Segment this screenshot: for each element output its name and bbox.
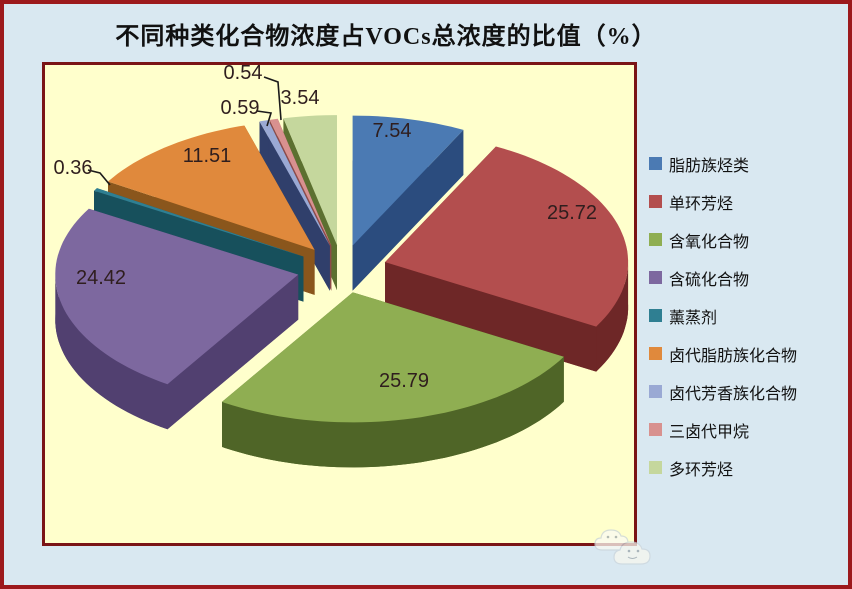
legend-item-8: 多环芳烃 (649, 456, 797, 479)
chart-title: 不同种类化合物浓度占VOCs总浓度的比值（%） (115, 24, 657, 50)
legend: 脂肪族烃类单环芳烃含氧化合物含硫化合物薰蒸剂卤代脂肪族化合物 卤代芳香族化合物 三卤… (649, 152, 797, 494)
data-label-0: 7.54 (373, 120, 412, 142)
legend-item-4: 薰蒸剂 (649, 304, 797, 327)
data-label-8: 3.54 (281, 87, 320, 109)
pie-slice-2 (222, 292, 564, 423)
pie-slice-1-side (385, 262, 597, 372)
label-leader-line (87, 169, 111, 186)
legend-label: 单环芳烃 (669, 195, 734, 213)
legend-swatch-icon (649, 461, 662, 474)
watermark-cloud-mascots-icon (592, 524, 664, 579)
label-leader-line (263, 76, 282, 121)
pie-slice-8 (283, 115, 337, 246)
legend-swatch-icon (649, 195, 662, 208)
pie-slice-3-rim (55, 277, 168, 430)
legend-swatch-icon (649, 423, 662, 436)
pie-slice-7 (269, 118, 332, 246)
legend-item-1: 单环芳烃 (649, 190, 797, 213)
legend-item-5: 卤代脂肪族化合物 (649, 342, 797, 365)
pie-slice-0 (352, 115, 464, 246)
pie-slice-5 (108, 125, 315, 250)
legend-label: 含硫化合物 (669, 271, 750, 289)
legend-item-7: 三卤代甲烷 (649, 418, 797, 441)
pie-slice-3-side (167, 274, 299, 430)
legend-swatch-icon (649, 271, 662, 284)
legend-label: 薰蒸剂 (669, 309, 718, 327)
pie-slice-1 (385, 146, 629, 327)
pie-slice-0-side (352, 129, 464, 291)
legend-swatch-icon (649, 309, 662, 322)
legend-label: 卤代芳香族化合物 (669, 385, 798, 403)
legend-label: 卤代脂肪族化合物 (669, 347, 798, 365)
pie-slice-2-rim (222, 356, 564, 468)
legend-label: 多环芳烃 (669, 461, 734, 479)
label-leader-line (256, 110, 273, 127)
pie-slice-6 (259, 120, 330, 246)
legend-swatch-icon (649, 347, 662, 360)
data-label-7: 0.54 (224, 62, 263, 84)
data-label-5: 11.51 (183, 145, 232, 167)
legend-label: 脂肪族烃类 (669, 157, 750, 175)
legend-label: 三卤代甲烷 (669, 423, 750, 441)
pie-slice-1-rim (596, 264, 629, 372)
data-label-6: 0.59 (221, 97, 260, 119)
legend-item-0: 脂肪族烃类 (649, 152, 797, 175)
legend-label: 含氧化合物 (669, 233, 750, 251)
data-label-1: 25.72 (547, 202, 597, 224)
legend-swatch-icon (649, 157, 662, 170)
pie-slice-4 (94, 188, 304, 257)
pie-slice-3 (55, 208, 299, 385)
legend-swatch-icon (649, 385, 662, 398)
data-label-2: 25.79 (379, 370, 429, 392)
data-label-4: 0.36 (54, 157, 93, 179)
legend-swatch-icon (649, 233, 662, 246)
legend-item-6: 卤代芳香族化合物 (649, 380, 797, 403)
data-label-3: 24.42 (76, 267, 126, 289)
legend-item-2: 含氧化合物 (649, 228, 797, 251)
legend-item-3: 含硫化合物 (649, 266, 797, 289)
